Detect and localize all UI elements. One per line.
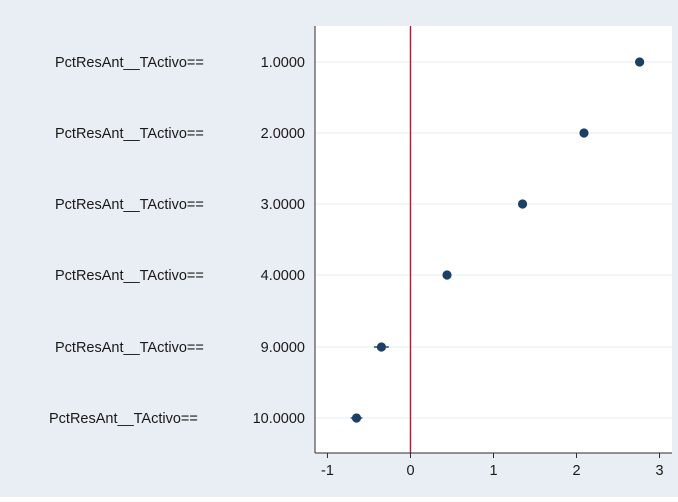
x-axis: -1 0 1 2 3 xyxy=(314,26,672,479)
data-points xyxy=(350,57,645,423)
y-tick-label-prefix: PctResAnt__TActivo== xyxy=(55,268,204,284)
y-tick-label-value: 9.0000 xyxy=(261,340,305,356)
point-estimate xyxy=(376,342,387,352)
y-tick-label-prefix: PctResAnt__TActivo== xyxy=(49,411,198,427)
x-tick-label: 3 xyxy=(656,463,664,479)
gridlines xyxy=(315,61,672,419)
y-tick-label-value: 2.0000 xyxy=(261,126,305,142)
y-tick-label-value: 3.0000 xyxy=(261,197,305,213)
x-tick-label: -1 xyxy=(321,463,334,479)
y-tick-label-value: 10.0000 xyxy=(253,411,305,427)
y-tick-label-prefix: PctResAnt__TActivo== xyxy=(55,197,204,213)
x-tick-label: 2 xyxy=(572,463,580,479)
plot-area xyxy=(315,26,672,453)
x-tick-label: 1 xyxy=(489,463,497,479)
y-tick-label-prefix: PctResAnt__TActivo== xyxy=(55,55,204,71)
y-tick-label-prefix: PctResAnt__TActivo== xyxy=(55,126,204,142)
y-tick-label-value: 1.0000 xyxy=(261,55,305,71)
point-estimate xyxy=(517,199,528,209)
x-tick-label: 0 xyxy=(406,463,414,479)
y-axis-labels: PctResAnt__TActivo== 1.0000 PctResAnt__TAc… xyxy=(49,55,305,427)
point-estimate xyxy=(579,128,589,138)
point-estimate xyxy=(635,57,645,67)
y-tick-label-prefix: PctResAnt__TActivo== xyxy=(55,340,204,356)
point-estimate xyxy=(442,270,452,280)
point-estimate xyxy=(351,413,362,423)
y-tick-label-value: 4.0000 xyxy=(261,268,305,284)
